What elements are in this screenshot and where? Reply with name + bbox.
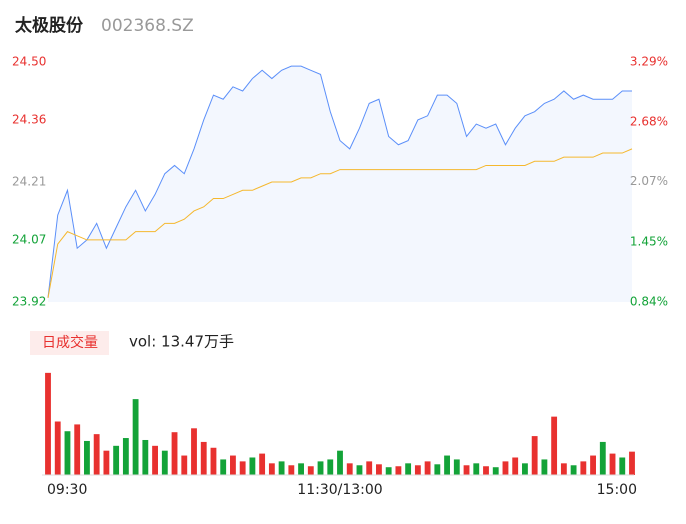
volume-bar — [171, 432, 178, 475]
volume-bar — [337, 450, 343, 475]
y2-tick-label: 1.45% — [630, 235, 668, 249]
price-area — [48, 66, 632, 302]
volume-bar — [580, 461, 587, 475]
volume-bar — [531, 436, 538, 475]
volume-bar — [122, 438, 129, 475]
volume-bar — [356, 465, 363, 475]
volume-bar — [376, 464, 382, 475]
price-line — [47, 65, 632, 298]
volume-bar — [113, 445, 120, 475]
volume-bar — [64, 431, 71, 475]
y2-tick-label: 3.29% — [630, 55, 668, 69]
volume-summary: vol: 13.47万手 — [129, 333, 234, 351]
volume-bar — [444, 455, 450, 475]
x-tick-label: 09:30 — [47, 482, 87, 498]
y-tick-label: 23.92 — [12, 295, 46, 309]
volume-bar — [93, 434, 100, 475]
volume-bar — [512, 457, 519, 475]
x-tick-label: 11:30/13:00 — [297, 482, 382, 498]
volume-bar — [463, 465, 470, 475]
stock-code: 002368.SZ — [101, 16, 194, 36]
volume-bar — [103, 450, 110, 475]
stock-name: 太极股份 — [15, 15, 84, 36]
volume-bar — [249, 457, 256, 475]
volume-bar — [152, 445, 158, 475]
volume-bar — [473, 463, 480, 475]
volume-bar — [181, 455, 188, 475]
volume-bar — [483, 466, 489, 475]
volume-title: 日成交量 — [42, 334, 98, 351]
volume-bar — [619, 457, 626, 475]
volume-bar — [230, 455, 236, 475]
volume-bar — [434, 464, 441, 475]
volume-bar — [570, 465, 577, 475]
volume-bar — [609, 453, 616, 475]
volume-bar — [492, 467, 499, 475]
volume-bar — [590, 455, 596, 475]
volume-bar — [210, 447, 217, 475]
volume-bar — [220, 459, 227, 475]
volume-bar — [414, 465, 421, 475]
volume-bar — [346, 463, 353, 475]
y2-tick-label: 2.07% — [630, 174, 668, 188]
volume-bar — [259, 453, 266, 475]
volume-bar — [74, 424, 81, 475]
y-tick-label: 24.36 — [12, 112, 46, 126]
volume-bar — [424, 461, 431, 475]
volume-bar — [45, 372, 51, 475]
volume-bar — [132, 399, 139, 475]
volume-bar — [307, 466, 314, 475]
y-tick-label: 24.50 — [12, 55, 46, 69]
volume-bar — [84, 440, 90, 475]
volume-bar — [522, 463, 528, 475]
volume-badge — [30, 331, 109, 355]
volume-bar — [317, 461, 324, 475]
volume-bar — [599, 441, 606, 475]
volume-bar — [395, 466, 402, 475]
y2-tick-label: 2.68% — [630, 114, 668, 128]
volume-bar — [453, 459, 460, 475]
volume-bar — [629, 451, 635, 475]
x-tick-label: 15:00 — [597, 482, 637, 498]
volume-bar — [288, 465, 295, 475]
volume-bar — [560, 463, 567, 475]
volume-bar — [366, 461, 373, 475]
volume-bar — [405, 463, 412, 475]
volume-bar — [327, 459, 334, 475]
volume-bar — [239, 461, 246, 475]
average-line — [47, 148, 633, 298]
volume-bar — [298, 463, 304, 475]
volume-bar — [200, 441, 207, 475]
volume-bar — [268, 463, 275, 475]
volume-bar — [142, 439, 149, 475]
volume-bar — [385, 467, 392, 475]
volume-bar — [54, 421, 61, 475]
y-tick-label: 24.07 — [12, 232, 46, 246]
volume-bar — [551, 416, 558, 475]
volume-bar — [541, 459, 548, 475]
volume-bar — [502, 461, 509, 475]
y2-tick-label: 0.84% — [630, 295, 668, 309]
volume-bar — [278, 461, 285, 475]
volume-bar — [161, 450, 168, 475]
y-tick-label: 24.21 — [12, 175, 46, 189]
volume-bar — [191, 428, 197, 475]
